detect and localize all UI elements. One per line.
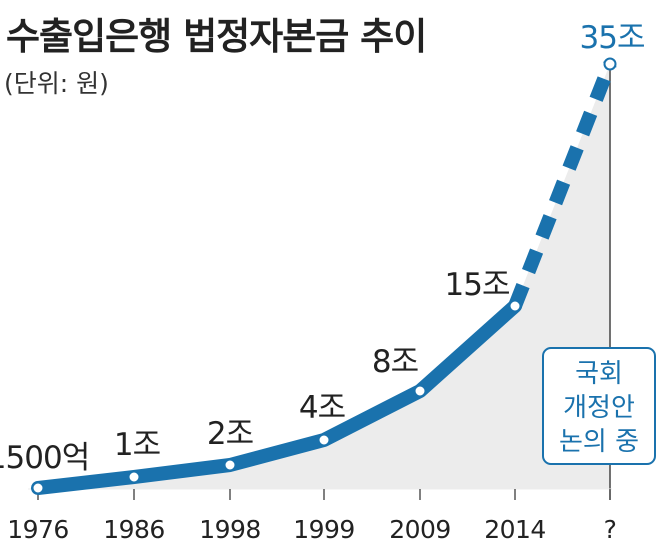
data-point-1976	[31, 481, 45, 495]
data-point-?	[603, 57, 617, 71]
data-point-1999	[317, 433, 331, 447]
data-point-1986	[127, 470, 141, 484]
ticks-layer: 1976 1986 1998 1999 2009 2014?	[7, 515, 617, 544]
x-tick-label-1986: 1986	[103, 515, 165, 544]
x-tick-label-1998: 1998	[199, 515, 261, 544]
tick-marks	[37, 489, 611, 500]
data-point-2009	[413, 384, 427, 398]
x-tick-label-1999: 1999	[293, 515, 355, 544]
series-line-solid	[31, 299, 522, 495]
annotation-line-1: 국회	[575, 359, 623, 389]
unit-label: (단위: 원)	[4, 69, 109, 98]
value-label-1999: 4조	[299, 390, 345, 426]
data-point-1998	[223, 458, 237, 472]
annotation-box: 국회 개정안 논의 중	[542, 347, 656, 465]
series-line-projected	[508, 61, 617, 309]
annotation-line-3: 논의 중	[559, 427, 639, 457]
x-tick-label-?: ?	[604, 515, 617, 544]
value-label-1998: 2조	[207, 416, 253, 452]
annotation-line-2: 개정안	[563, 393, 635, 423]
chart-title: 수출입은행 법정자본금 추이	[6, 15, 427, 58]
value-label-?: 35조	[580, 20, 645, 56]
data-point-2014	[508, 299, 522, 313]
area-fill	[38, 64, 610, 489]
points-layer	[31, 57, 617, 495]
labels-layer: 1500억 1조 2조 4조 8조 15조 35조	[0, 20, 645, 476]
x-tick-label-1976: 1976	[7, 515, 69, 544]
x-tick-label-2014: 2014	[484, 515, 546, 544]
x-tick-label-2009: 2009	[389, 515, 451, 544]
value-label-2014: 15조	[445, 267, 510, 303]
value-label-1976: 1500억	[0, 440, 89, 476]
value-label-2009: 8조	[372, 344, 418, 380]
value-label-1986: 1조	[114, 427, 160, 463]
